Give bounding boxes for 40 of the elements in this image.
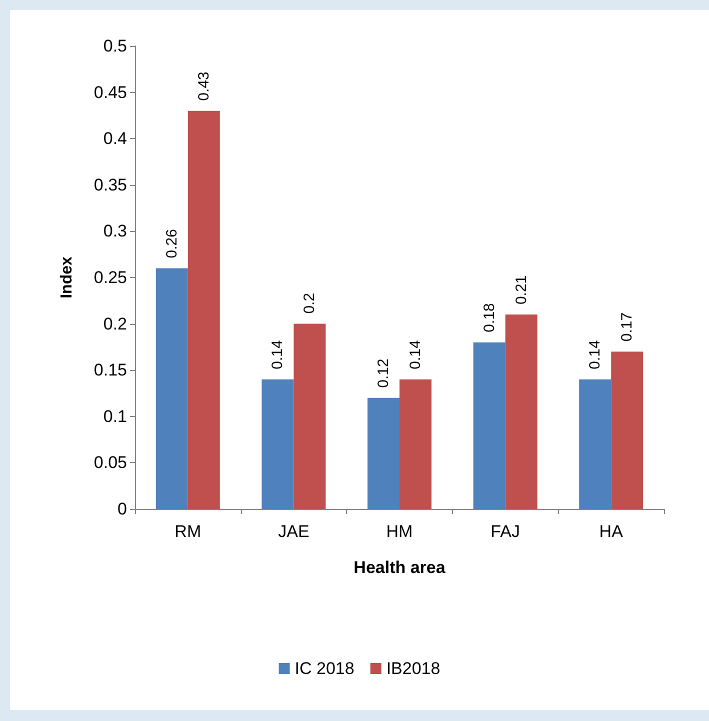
bar (294, 324, 326, 509)
data-label: 0.21 (512, 275, 530, 305)
y-tick-label: 0.5 (103, 36, 127, 56)
bar (473, 342, 506, 509)
y-tick-label: 0.45 (94, 82, 127, 102)
legend-label: IB2018 (386, 659, 440, 678)
data-label: 0.43 (195, 72, 212, 101)
y-tick-label: 0.2 (103, 314, 127, 334)
y-tick-label: 0.15 (94, 360, 127, 380)
bar (579, 379, 612, 509)
bar (156, 268, 188, 509)
y-tick-label: 0.25 (94, 268, 127, 287)
x-tick-label: FAJ (490, 522, 520, 541)
bar (188, 110, 220, 509)
bar (368, 398, 400, 509)
data-label: 0.17 (618, 312, 636, 342)
x-tick-label: RM (174, 522, 202, 541)
data-label: 0.14 (586, 340, 604, 370)
bar (262, 379, 294, 509)
x-tick-label: JAE (278, 522, 310, 541)
y-tick-label: 0.1 (103, 406, 127, 426)
data-label: 0.14 (407, 340, 424, 370)
y-tick-label: 0.3 (103, 222, 127, 241)
data-label: 0.14 (269, 340, 286, 370)
y-tick-label: 0.4 (103, 129, 127, 148)
data-label: 0.2 (301, 292, 318, 314)
x-tick-label: HM (386, 522, 413, 541)
y-axis-title: Index (58, 256, 76, 298)
data-label: 0.18 (480, 303, 498, 332)
bar (400, 379, 432, 509)
data-label: 0.26 (163, 229, 180, 258)
x-tick-label: HA (599, 522, 624, 541)
bar (505, 314, 538, 509)
y-tick-label: 0.35 (94, 175, 127, 194)
bar (611, 352, 644, 509)
y-tick-label: 0 (118, 500, 127, 518)
y-tick-label: 0.05 (94, 453, 127, 472)
x-axis-title: Health area (354, 558, 446, 577)
legend-label: IC 2018 (294, 659, 354, 678)
data-label: 0.12 (375, 358, 392, 388)
